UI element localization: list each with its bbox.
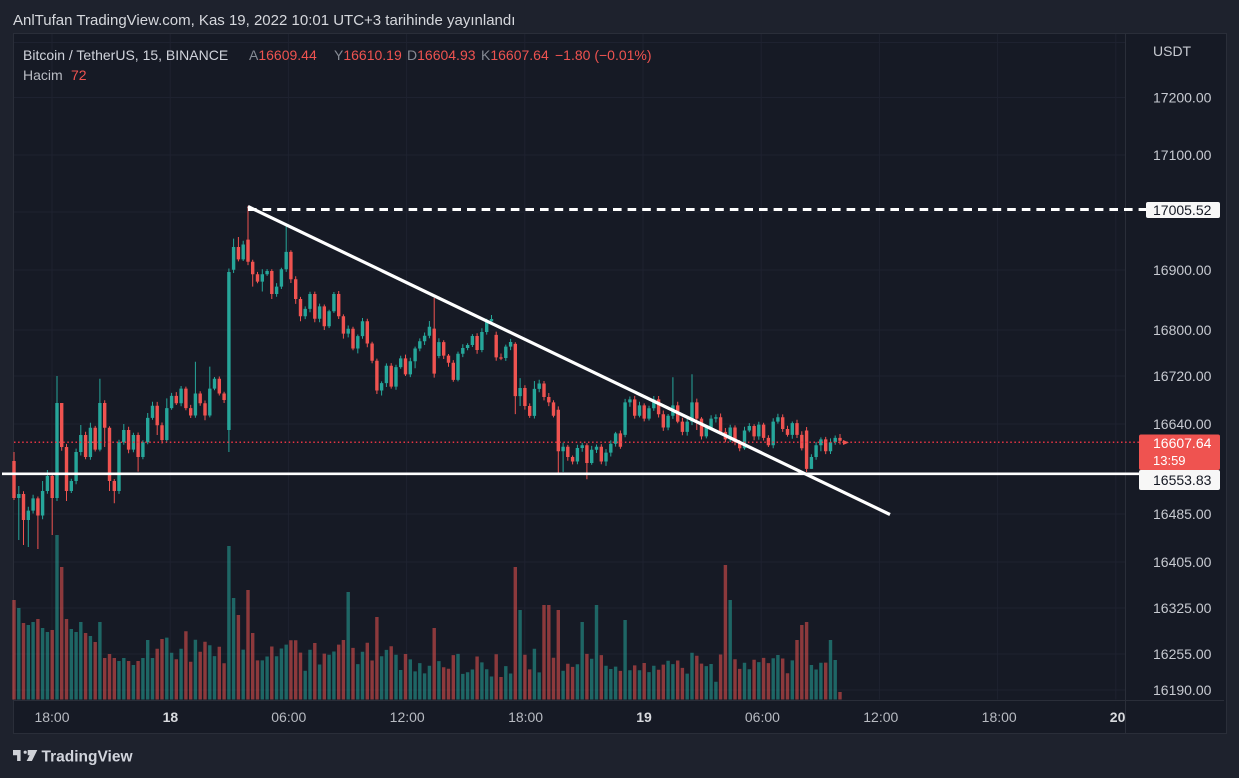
svg-text:D16604.93: D16604.93 [407,47,476,63]
svg-text:17100.00: 17100.00 [1153,147,1212,163]
svg-text:12:00: 12:00 [863,709,898,725]
svg-text:USDT: USDT [1153,43,1192,59]
svg-text:AnlTufan TradingView.com, Kas: AnlTufan TradingView.com, Kas 19, 2022 1… [13,12,515,29]
svg-text:19: 19 [636,709,652,725]
svg-text:12:00: 12:00 [390,709,425,725]
svg-text:20: 20 [1110,709,1126,725]
svg-text:16190.00: 16190.00 [1153,682,1212,698]
svg-text:K16607.64: K16607.64 [481,47,549,63]
svg-text:18:00: 18:00 [982,709,1017,725]
svg-text:TradingView: TradingView [42,749,134,766]
svg-text:16325.00: 16325.00 [1153,600,1212,616]
svg-text:Bitcoin / TetherUS, 15, BINANC: Bitcoin / TetherUS, 15, BINANCE [23,47,228,63]
svg-text:17005.52: 17005.52 [1153,202,1212,218]
svg-text:17200.00: 17200.00 [1153,90,1212,106]
svg-text:16553.83: 16553.83 [1153,472,1212,488]
svg-text:16900.00: 16900.00 [1153,262,1212,278]
svg-text:Y16610.19: Y16610.19 [334,47,402,63]
svg-text:06:00: 06:00 [271,709,306,725]
svg-text:16485.00: 16485.00 [1153,506,1212,522]
svg-text:16640.00: 16640.00 [1153,416,1212,432]
svg-text:16800.00: 16800.00 [1153,322,1212,338]
svg-text:18: 18 [163,709,179,725]
svg-text:06:00: 06:00 [745,709,780,725]
svg-text:−1.80 (−0.01%): −1.80 (−0.01%) [555,47,652,63]
svg-text:16607.64: 16607.64 [1153,435,1212,451]
svg-text:Hacim: Hacim [23,67,63,83]
svg-text:72: 72 [71,67,87,83]
svg-text:18:00: 18:00 [508,709,543,725]
svg-text:16255.00: 16255.00 [1153,646,1212,662]
svg-text:16720.00: 16720.00 [1153,368,1212,384]
svg-text:A16609.44: A16609.44 [249,47,317,63]
svg-text:18:00: 18:00 [34,709,69,725]
svg-text:16405.00: 16405.00 [1153,554,1212,570]
svg-text:13:59: 13:59 [1153,453,1186,468]
